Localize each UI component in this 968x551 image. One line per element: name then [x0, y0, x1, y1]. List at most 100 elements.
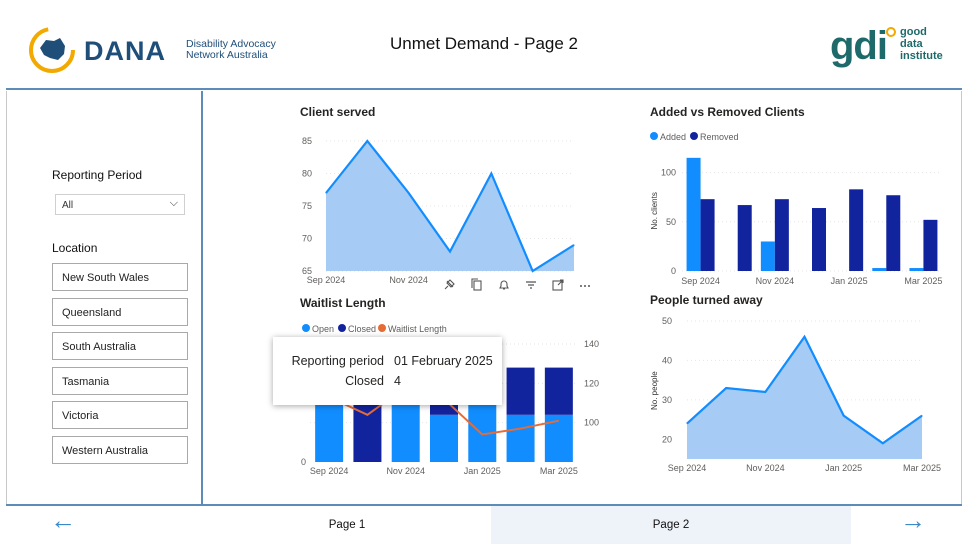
chevron-down-icon: ⌵	[169, 197, 178, 209]
bar-open	[430, 414, 458, 462]
bar-removed	[737, 205, 752, 271]
y-tick-label: 65	[302, 266, 312, 276]
x-tick-label: Mar 2025	[904, 276, 942, 286]
added-removed-title: Added vs Removed Clients	[650, 105, 805, 119]
filter-icon[interactable]	[524, 278, 538, 292]
reporting-period-label: Reporting Period	[52, 168, 143, 182]
waitlist-title: Waitlist Length	[300, 296, 386, 310]
legend-marker	[650, 132, 658, 140]
visual-toolbar	[442, 278, 592, 294]
legend-marker	[378, 324, 386, 332]
x-tick-label: Sep 2024	[681, 276, 720, 286]
turned-away-title: People turned away	[650, 293, 763, 307]
y-tick-label: 20	[662, 434, 672, 444]
data-point	[325, 192, 327, 194]
y-tick-label: 0	[301, 457, 306, 467]
bar-open	[391, 403, 420, 462]
chart-tooltip: Reporting period 01 February 2025 Closed…	[273, 337, 502, 405]
tooltip-key-period: Reporting period	[291, 354, 384, 368]
bar-removed	[774, 199, 789, 271]
x-tick-label: Jan 2025	[464, 466, 501, 476]
more-options-icon[interactable]	[578, 278, 592, 292]
bar-removed	[886, 195, 901, 271]
x-tick-label: Nov 2024	[746, 463, 785, 473]
x-tick-label: Sep 2024	[668, 463, 707, 473]
focus-mode-icon[interactable]	[551, 278, 565, 292]
dana-logo: DANA Disability Advocacy Network Austral…	[28, 24, 288, 76]
y-tick-label: 70	[302, 234, 312, 244]
bell-icon[interactable]	[497, 278, 511, 292]
data-point	[725, 387, 727, 389]
bar-removed	[923, 219, 938, 271]
added-removed-chart[interactable]: Added Removed No. clients 0 50 100 Sep 2024 Nov…	[640, 126, 950, 290]
y-tick-label-right: 120	[584, 378, 599, 388]
x-tick-label: Nov 2024	[389, 275, 428, 285]
page-title: Unmet Demand - Page 2	[389, 34, 579, 53]
bar-added	[872, 268, 887, 271]
legend-marker	[338, 324, 346, 332]
y-tick-label: 80	[302, 169, 312, 179]
copy-icon[interactable]	[470, 278, 484, 292]
location-button[interactable]: New South Wales	[52, 263, 188, 291]
bar-added	[686, 157, 701, 271]
location-button[interactable]: Queensland	[52, 297, 188, 326]
y-tick-label: 50	[662, 316, 672, 326]
tooltip-value-closed: 4	[394, 374, 401, 388]
data-point	[764, 391, 766, 393]
location-button[interactable]: South Australia	[52, 332, 188, 361]
x-tick-label: Mar 2025	[540, 466, 578, 476]
gdi-wordmark: gdi	[830, 24, 888, 68]
y-tick-label-right: 140	[584, 339, 599, 349]
x-tick-label: Nov 2024	[386, 466, 425, 476]
reporting-period-dropdown[interactable]: All ⌵	[55, 194, 185, 215]
legend-label: Closed	[348, 324, 376, 334]
y-axis-label: No. people	[650, 371, 659, 410]
legend-label: Open	[312, 324, 334, 334]
data-point	[882, 442, 884, 444]
data-point	[490, 173, 492, 174]
pin-icon[interactable]	[442, 278, 456, 292]
location-button[interactable]: Tasmania	[52, 366, 188, 395]
forward-arrow-icon[interactable]: →	[900, 505, 926, 535]
y-tick-label: 50	[666, 217, 676, 227]
location-label: Location	[52, 241, 98, 255]
bar-added	[909, 268, 924, 271]
area-fill	[687, 336, 922, 459]
turned-away-chart[interactable]: No. people 20 30 40 50 Sep 2024 Nov 2024 Jan 20…	[640, 310, 950, 478]
x-tick-label: Sep 2024	[307, 275, 346, 285]
x-tick-label: Jan 2025	[831, 276, 868, 286]
y-axis-label: No. clients	[650, 192, 659, 229]
page-2-button[interactable]: Page 2	[491, 506, 851, 544]
gdi-dot-icon	[886, 27, 896, 37]
report-header: DANA Disability Advocacy Network Austral…	[6, 0, 962, 90]
bar-open	[506, 414, 535, 462]
data-point	[366, 140, 368, 142]
y-tick-label: 0	[671, 266, 676, 276]
dana-subtitle: Disability Advocacy Network Australia	[186, 38, 276, 61]
y-tick-label: 75	[302, 201, 312, 211]
legend-marker	[690, 132, 698, 140]
x-tick-label: Mar 2025	[903, 463, 941, 473]
tooltip-value-period: 01 February 2025	[394, 354, 493, 368]
dana-emblem-icon	[29, 27, 75, 73]
location-button[interactable]: Western Australia	[52, 436, 188, 464]
location-button[interactable]: Victoria	[52, 401, 188, 430]
frame-border	[6, 91, 7, 505]
client-served-chart[interactable]: 65 70 75 80 85 Sep 2024 Nov 2024	[290, 120, 590, 290]
page-1-button[interactable]: Page 1	[328, 519, 366, 531]
area-fill	[326, 141, 574, 271]
bar-removed	[812, 208, 826, 271]
data-point	[804, 336, 805, 338]
data-point	[921, 415, 923, 417]
bar-removed	[700, 199, 715, 271]
bar-open	[315, 403, 344, 462]
data-point	[843, 415, 845, 417]
legend-label: Removed	[700, 132, 739, 142]
y-tick-label: 100	[661, 168, 676, 178]
data-point	[686, 423, 688, 425]
back-arrow-icon[interactable]: ←	[50, 505, 76, 535]
data-point	[573, 244, 575, 246]
data-point	[408, 192, 410, 194]
page-navigator	[6, 504, 962, 548]
sidebar-divider	[201, 91, 203, 505]
